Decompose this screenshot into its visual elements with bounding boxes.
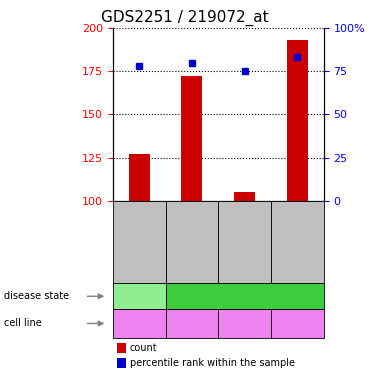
Text: GSM73641: GSM73641 bbox=[135, 217, 144, 266]
Text: normal: normal bbox=[122, 291, 157, 301]
Text: KG-1: KG-1 bbox=[181, 319, 203, 328]
Text: GDS2251 / 219072_at: GDS2251 / 219072_at bbox=[101, 9, 269, 26]
Bar bbox=[287, 40, 308, 201]
Bar bbox=[129, 154, 150, 201]
Text: GSM73644: GSM73644 bbox=[240, 217, 249, 266]
Text: THP-1: THP-1 bbox=[232, 319, 258, 328]
Text: monocyt
e: monocyt e bbox=[120, 314, 159, 333]
Text: disease state: disease state bbox=[4, 291, 69, 301]
Text: count: count bbox=[130, 343, 157, 353]
Text: percentile rank within the sample: percentile rank within the sample bbox=[130, 358, 295, 368]
Bar bbox=[234, 192, 255, 201]
Bar bbox=[181, 76, 202, 201]
Text: U937: U937 bbox=[286, 319, 309, 328]
Text: cell line: cell line bbox=[4, 318, 41, 328]
Text: GSM73645: GSM73645 bbox=[293, 217, 302, 266]
Text: myeloid leukemia: myeloid leukemia bbox=[202, 291, 288, 301]
Text: GSM73642: GSM73642 bbox=[188, 217, 196, 266]
